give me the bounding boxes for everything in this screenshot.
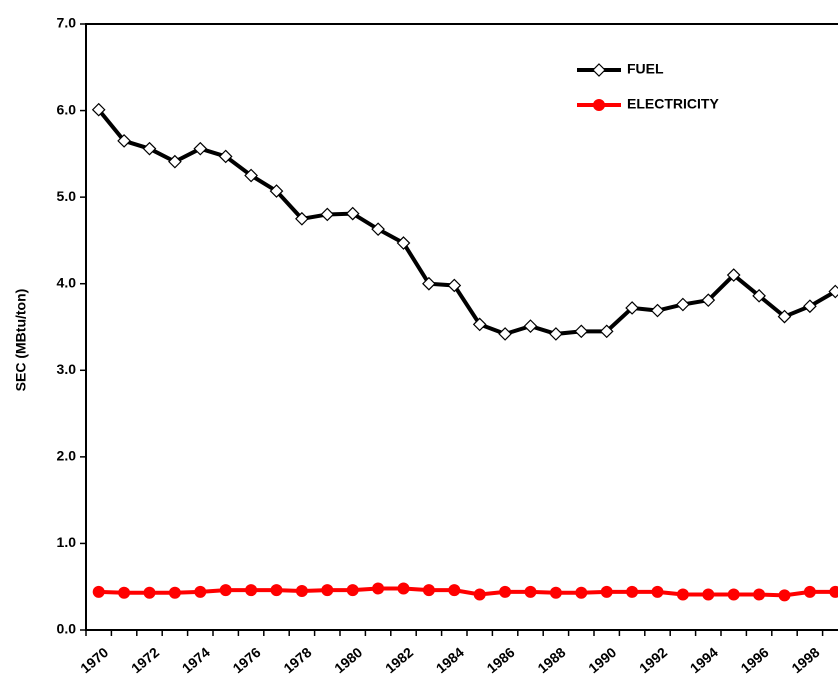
y-tick-label: 6.0: [57, 101, 77, 117]
series-line: [97, 108, 837, 337]
y-tick-label: 1.0: [57, 534, 77, 550]
y-tick-label: 5.0: [57, 188, 77, 204]
y-tick-label: 3.0: [57, 361, 77, 377]
x-tick-label: 1984: [433, 644, 467, 676]
circle-marker: [92, 585, 105, 598]
x-tick-label: 1982: [382, 644, 416, 676]
diamond-marker: [523, 319, 538, 333]
diamond-marker: [345, 206, 360, 221]
circle-marker: [295, 585, 308, 598]
diamond-marker: [142, 141, 157, 156]
circle-marker: [397, 582, 410, 595]
circle-marker: [499, 585, 512, 598]
series: [92, 582, 838, 602]
x-tick-label: 1970: [77, 644, 111, 676]
circle-marker: [651, 585, 664, 598]
y-tick-label: 2.0: [57, 448, 77, 464]
x-tick-label: 1996: [738, 644, 772, 676]
y-tick-label: 4.0: [57, 274, 77, 290]
diamond-marker: [650, 303, 665, 318]
circle-marker: [448, 584, 461, 597]
x-tick-label: 1976: [230, 644, 264, 676]
legend-label: FUEL: [627, 61, 664, 77]
x-tick-label: 1986: [484, 644, 518, 676]
circle-marker: [422, 584, 435, 597]
circle-marker: [245, 584, 258, 597]
diamond-marker: [472, 317, 487, 332]
circle-marker: [372, 582, 385, 595]
diamond-marker: [592, 63, 606, 77]
circle-marker: [600, 585, 613, 598]
circle-marker: [753, 588, 766, 601]
diamond-marker: [244, 168, 258, 183]
diamond-marker: [422, 276, 436, 291]
diamond-marker: [295, 211, 309, 226]
diamond-marker: [549, 327, 563, 341]
x-tick-label: 1988: [534, 644, 568, 676]
circle-marker: [473, 588, 486, 601]
circle-marker: [727, 588, 740, 601]
diamond-marker: [396, 236, 411, 250]
diamond-marker: [320, 207, 335, 222]
x-tick-label: 1974: [179, 644, 213, 676]
diamond-marker: [828, 284, 838, 299]
diamond-marker: [117, 134, 131, 148]
diamond-marker: [803, 299, 817, 314]
diamond-marker: [269, 184, 284, 198]
circle-marker: [829, 585, 838, 598]
circle-marker: [593, 99, 605, 111]
circle-marker: [803, 585, 816, 598]
diamond-marker: [726, 268, 741, 282]
diamond-marker: [218, 149, 233, 164]
circle-marker: [626, 585, 639, 598]
circle-marker: [143, 586, 156, 599]
x-tick-label: 1980: [331, 644, 365, 676]
diamond-marker: [168, 154, 182, 169]
circle-marker: [118, 586, 131, 599]
x-tick-label: 1998: [788, 644, 822, 676]
x-tick-label: 1990: [585, 644, 619, 676]
diamond-marker: [193, 141, 208, 156]
legend-label: ELECTRICITY: [627, 96, 719, 112]
circle-marker: [194, 585, 207, 598]
diamond-marker: [752, 288, 766, 303]
series: [91, 102, 838, 341]
diamond-marker: [777, 309, 792, 324]
plot-area: [85, 23, 838, 631]
diamond-marker: [498, 327, 512, 341]
x-tick-label: 1978: [280, 644, 314, 676]
x-tick-label: 1992: [636, 644, 670, 676]
diamond-marker: [574, 324, 589, 339]
circle-marker: [549, 586, 562, 599]
x-tick-label: 1994: [687, 644, 721, 676]
diamond-marker: [447, 278, 462, 293]
diamond-marker: [371, 222, 385, 237]
circle-marker: [702, 588, 715, 601]
diamond-marker: [676, 297, 690, 312]
y-axis-title: SEC (MBtu/ton): [13, 289, 29, 392]
circle-marker: [321, 584, 334, 597]
circle-marker: [219, 584, 232, 597]
diamond-marker: [91, 102, 106, 117]
circle-marker: [676, 588, 689, 601]
series-line: [98, 586, 836, 598]
diamond-marker: [599, 324, 614, 339]
y-tick-label: 7.0: [57, 15, 77, 31]
y-tick-label: 0.0: [57, 621, 77, 637]
circle-marker: [270, 584, 283, 597]
circle-marker: [575, 586, 588, 599]
circle-marker: [524, 585, 537, 598]
circle-marker: [168, 586, 181, 599]
diamond-marker: [625, 301, 639, 315]
circle-marker: [346, 584, 359, 597]
x-tick-label: 1972: [128, 644, 162, 676]
diamond-marker: [701, 293, 716, 308]
circle-marker: [778, 589, 791, 602]
